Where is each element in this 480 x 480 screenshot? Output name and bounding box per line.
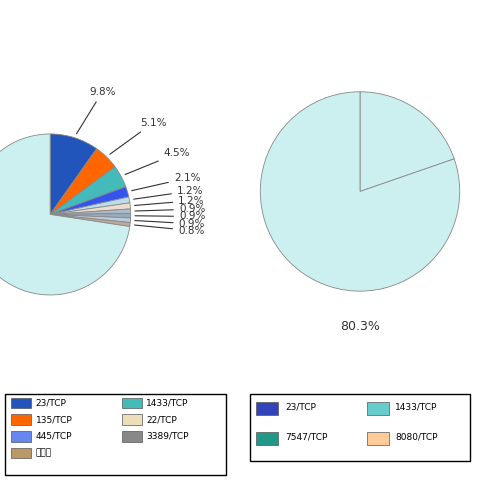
Text: 2.1%: 2.1%	[132, 173, 200, 191]
Text: 1433/TCP: 1433/TCP	[396, 403, 438, 411]
Text: 0.9%: 0.9%	[135, 219, 205, 229]
Wedge shape	[360, 92, 454, 192]
Bar	[256, 402, 278, 415]
Bar	[367, 402, 389, 415]
Bar	[367, 432, 389, 445]
Text: 7547/TCP: 7547/TCP	[285, 433, 327, 442]
Text: 5.1%: 5.1%	[110, 118, 167, 154]
Text: 22/TCP: 22/TCP	[146, 415, 177, 424]
Text: 9.8%: 9.8%	[76, 87, 116, 134]
Wedge shape	[50, 149, 115, 215]
Wedge shape	[50, 214, 131, 218]
Bar	[12, 448, 31, 458]
Bar	[122, 414, 142, 425]
Wedge shape	[50, 167, 126, 215]
Bar	[256, 432, 278, 445]
Text: 1.2%: 1.2%	[134, 196, 205, 206]
Wedge shape	[50, 209, 131, 215]
Wedge shape	[50, 203, 131, 215]
Bar	[122, 397, 142, 408]
Text: 23/TCP: 23/TCP	[36, 398, 67, 408]
Wedge shape	[50, 187, 129, 215]
Wedge shape	[50, 215, 130, 227]
Bar	[122, 431, 142, 442]
Bar	[12, 397, 31, 408]
Text: 8080/TCP: 8080/TCP	[396, 433, 438, 442]
Text: 4.5%: 4.5%	[125, 148, 190, 175]
Text: 1433/TCP: 1433/TCP	[146, 398, 189, 408]
Text: 3389/TCP: 3389/TCP	[146, 432, 189, 441]
Text: 135/TCP: 135/TCP	[36, 415, 72, 424]
Text: 445/TCP: 445/TCP	[36, 432, 72, 441]
Text: 0.9%: 0.9%	[135, 204, 205, 214]
Wedge shape	[50, 197, 130, 215]
Text: 1.2%: 1.2%	[134, 186, 204, 199]
Wedge shape	[50, 134, 96, 215]
Wedge shape	[0, 134, 130, 295]
Text: 0.8%: 0.8%	[134, 225, 204, 236]
Bar	[12, 431, 31, 442]
Text: 80.3%: 80.3%	[340, 320, 380, 333]
Bar	[12, 414, 31, 425]
Text: その他: その他	[36, 449, 52, 457]
Wedge shape	[50, 215, 131, 223]
Wedge shape	[260, 92, 460, 291]
Text: 0.9%: 0.9%	[135, 212, 205, 221]
Text: 23/TCP: 23/TCP	[285, 403, 316, 411]
